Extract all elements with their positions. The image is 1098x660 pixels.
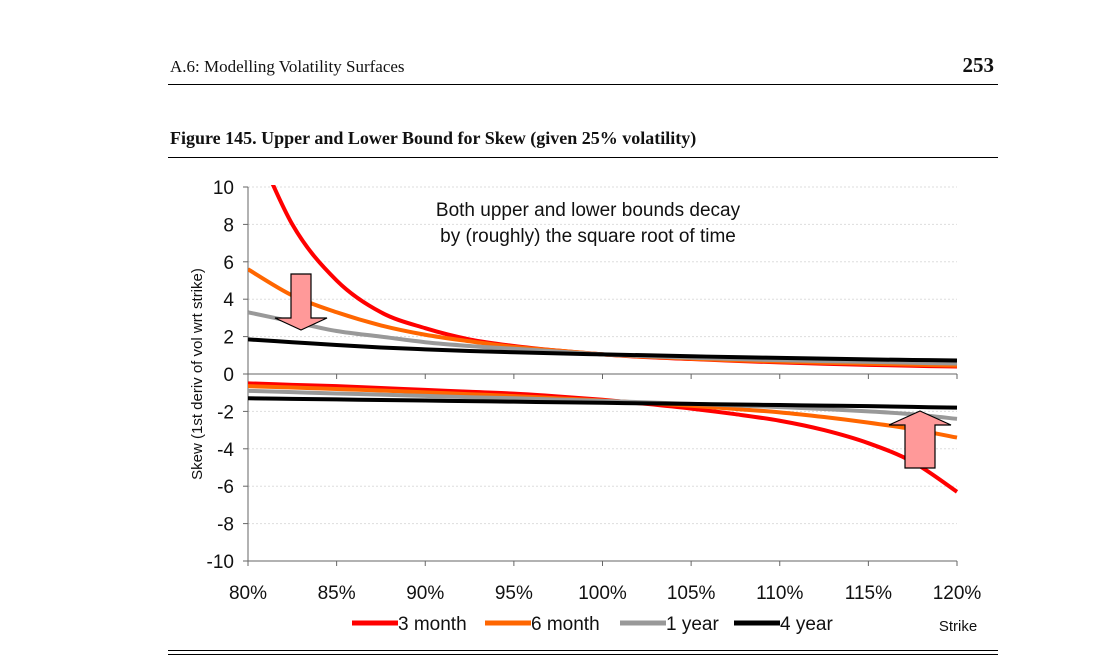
annotation-line-2: by (roughly) the square root of time <box>440 226 736 247</box>
y-axis-title: Skew (1st deriv of vol wrt strike) <box>189 268 206 480</box>
x-tick-label: 100% <box>578 583 627 604</box>
annotation-line-1: Both upper and lower bounds decay <box>436 200 741 221</box>
y-tick-label: -8 <box>217 515 234 536</box>
x-tick-label: 90% <box>406 583 444 604</box>
page-number: 253 <box>962 53 995 77</box>
down-arrow-icon <box>274 273 328 331</box>
y-tick-label: 0 <box>223 365 234 386</box>
arrows <box>274 273 952 469</box>
y-tick-label: 6 <box>223 253 234 274</box>
legend-label: 4 year <box>780 614 833 635</box>
x-tick-label: 85% <box>318 583 356 604</box>
legend-label: 3 month <box>398 614 467 635</box>
y-tick-label: 2 <box>223 328 234 349</box>
axes <box>243 186 958 566</box>
figure-title-rule <box>168 157 998 158</box>
y-tick-label: 8 <box>223 215 234 236</box>
bottom-rule-2 <box>168 654 998 655</box>
y-tick-label: -6 <box>217 477 234 498</box>
x-tick-label: 120% <box>933 583 982 604</box>
figure-title: Figure 145. Upper and Lower Bound for Sk… <box>170 128 697 148</box>
y-tick-label: -10 <box>207 552 234 573</box>
series-layer <box>248 185 959 494</box>
legend-label: 1 year <box>666 614 719 635</box>
x-tick-label: 105% <box>667 583 716 604</box>
x-tick-label: 80% <box>229 583 267 604</box>
series-line-6-month-upper <box>248 267 958 368</box>
running-header: A.6: Modelling Volatility Surfaces <box>170 57 405 76</box>
legend-label: 6 month <box>531 614 600 635</box>
x-tick-label: 115% <box>845 583 892 604</box>
x-tick-label: 110% <box>756 583 803 604</box>
legend: 3 month 6 month 1 year 4 year <box>352 614 833 635</box>
x-tick-label: 95% <box>495 583 533 604</box>
header-rule <box>168 84 998 85</box>
y-tick-label: 10 <box>213 178 234 199</box>
series-line-4-year-upper <box>248 337 958 363</box>
y-tick-labels: 10 8 6 4 2 0 -2 -4 -6 -8 -10 <box>207 178 235 573</box>
x-axis-title: Strike <box>939 618 977 635</box>
bottom-rule-1 <box>168 650 998 651</box>
x-tick-labels: 80% 85% 90% 95% 100% 105% 110% 115% 120% <box>229 583 981 604</box>
y-tick-label: -4 <box>217 440 234 461</box>
up-arrow-icon <box>888 410 952 469</box>
y-tick-label: -2 <box>217 402 234 423</box>
series-line-4-year-lower <box>248 396 958 410</box>
y-tick-label: 4 <box>223 290 234 311</box>
